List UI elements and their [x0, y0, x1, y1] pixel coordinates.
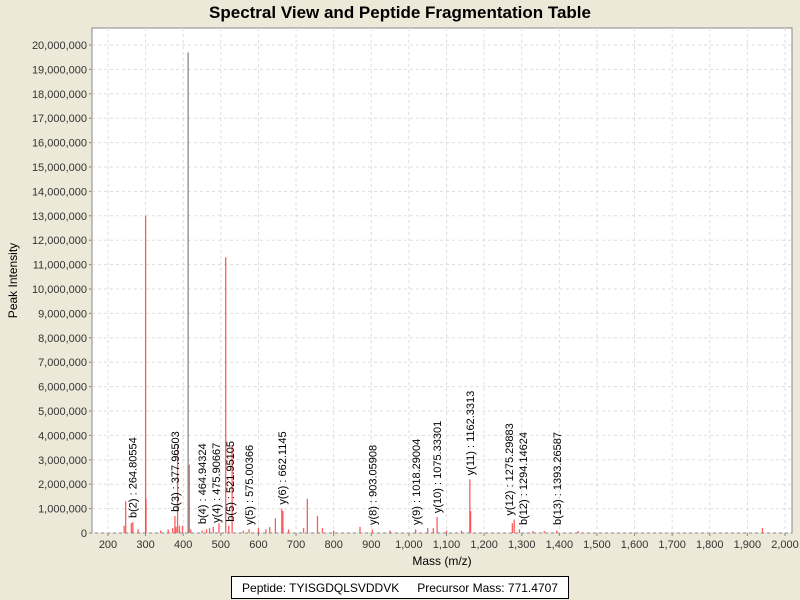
x-tick-label: 600	[249, 539, 267, 551]
precursor-mass-label: Precursor Mass: 771.4707	[417, 580, 558, 595]
x-tick-label: 1,400	[546, 539, 574, 551]
x-tick-label: 1,500	[583, 539, 611, 551]
fragment-annotation: y(6) : 662.1145	[277, 431, 289, 504]
y-tick-label: 2,000,000	[38, 479, 87, 491]
fragment-annotation: y(10) : 1075.33301	[432, 421, 444, 513]
y-tick-label: 18,000,000	[32, 89, 87, 101]
x-tick-label: 300	[136, 539, 154, 551]
fragment-annotation: b(13) : 1393.26587	[552, 432, 564, 525]
x-tick-label: 1,600	[621, 539, 649, 551]
y-tick-label: 10,000,000	[32, 284, 87, 296]
x-tick-label: 1,300	[508, 539, 536, 551]
y-tick-label: 6,000,000	[38, 382, 87, 394]
y-tick-label: 1,000,000	[38, 504, 87, 516]
y-tick-label: 12,000,000	[32, 235, 87, 247]
y-tick-label: 20,000,000	[32, 40, 87, 52]
chart-title: Spectral View and Peptide Fragmentation …	[209, 3, 591, 22]
x-tick-label: 800	[324, 539, 342, 551]
y-tick-label: 13,000,000	[32, 211, 87, 223]
x-tick-label: 1,700	[658, 539, 686, 551]
x-tick-label: 900	[362, 539, 380, 551]
y-tick-label: 16,000,000	[32, 138, 87, 150]
peptide-label: Peptide: TYISGDQLSVDDVK	[242, 580, 400, 595]
x-tick-label: 1,200	[470, 539, 498, 551]
y-tick-label: 4,000,000	[38, 430, 87, 442]
y-tick-label: 7,000,000	[38, 357, 87, 369]
y-tick-label: 9,000,000	[38, 308, 87, 320]
x-tick-label: 1,000	[395, 539, 423, 551]
plot-area	[91, 27, 793, 534]
y-tick-label: 19,000,000	[32, 64, 87, 76]
fragment-annotation: b(12) : 1294.14624	[518, 432, 530, 525]
fragment-annotation: y(5) : 575.00366	[244, 445, 256, 525]
fragment-annotation: b(3) : 377.96503	[170, 431, 182, 512]
fragment-annotation: b(5) : 521.95105	[225, 441, 237, 522]
peptide-info-box: Peptide: TYISGDQLSVDDVK Precursor Mass: …	[231, 576, 569, 599]
x-tick-label: 1,900	[734, 539, 762, 551]
y-tick-label: 3,000,000	[38, 455, 87, 467]
x-tick-label: 200	[99, 539, 117, 551]
x-tick-label: 500	[212, 539, 230, 551]
y-tick-label: 15,000,000	[32, 162, 87, 174]
x-tick-label: 1,100	[433, 539, 461, 551]
fragment-annotation: y(12) : 1275.29883	[504, 423, 516, 515]
x-tick-label: 1,800	[696, 539, 724, 551]
fragment-annotation: y(4) : 475.90667	[211, 443, 223, 523]
fragment-annotation: y(8) : 903.05908	[367, 445, 379, 525]
fragment-annotation: y(9) : 1018.29004	[411, 439, 423, 525]
x-tick-label: 400	[174, 539, 192, 551]
fragment-annotation: b(2) : 264.80554	[127, 437, 139, 518]
y-tick-label: 5,000,000	[38, 406, 87, 418]
y-tick-label: 11,000,000	[33, 260, 87, 272]
y-tick-label: 17,000,000	[32, 113, 87, 125]
fragment-annotation: y(11) : 1162.3313	[465, 391, 477, 476]
fragment-annotation: b(4) : 464.94324	[197, 443, 209, 524]
x-tick-label: 2,000	[771, 539, 799, 551]
y-tick-label: 0	[81, 528, 87, 540]
y-axis-label: Peak Intensity	[6, 243, 20, 318]
y-tick-label: 14,000,000	[32, 186, 87, 198]
x-axis-label: Mass (m/z)	[412, 554, 471, 568]
y-tick-label: 8,000,000	[38, 333, 87, 345]
x-tick-label: 700	[287, 539, 305, 551]
